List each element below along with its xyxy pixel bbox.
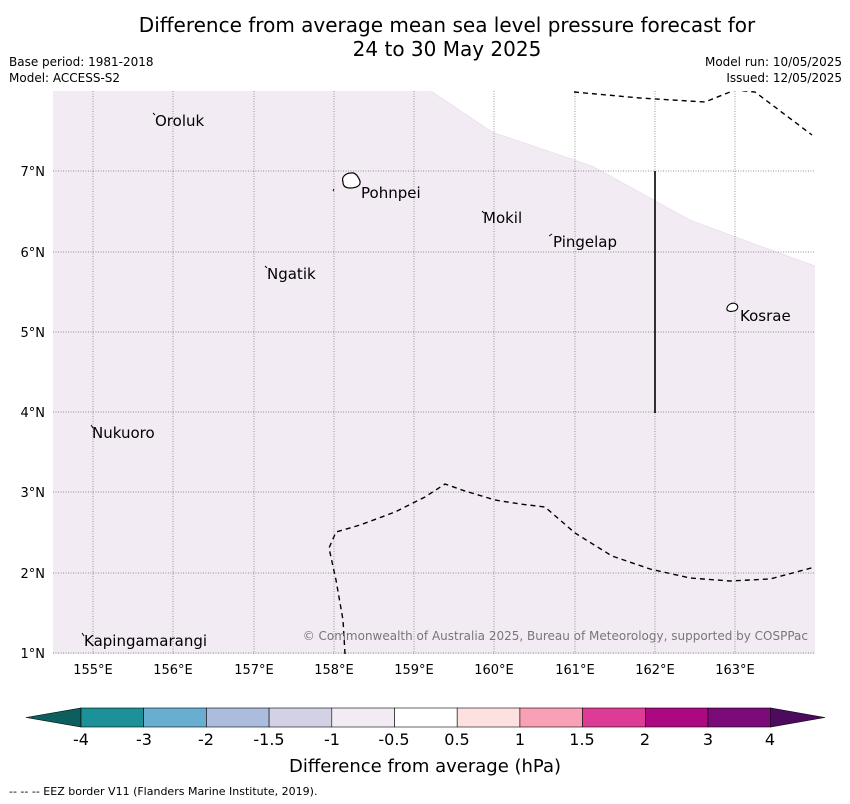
place-label-nukuoro: Nukuoro xyxy=(92,424,155,442)
lon-tick-label: 158°E xyxy=(314,663,354,678)
lon-tick-label: 161°E xyxy=(555,663,595,678)
meta-right: Model run: 10/05/2025 Issued: 12/05/2025 xyxy=(705,54,842,86)
lon-tick-label: 160°E xyxy=(474,663,514,678)
lon-tick-label: 155°E xyxy=(73,663,113,678)
pohnpei-island-shape xyxy=(341,172,361,189)
colorbar-segment xyxy=(143,707,207,728)
title-line-2: 24 to 30 May 2025 xyxy=(352,37,542,61)
issued-date: Issued: 12/05/2025 xyxy=(726,71,842,85)
colorbar-tick-label: -3 xyxy=(136,730,152,749)
colorbar-extend-high xyxy=(770,707,826,728)
eez-border-note: -- -- -- EEZ border V11 (Flanders Marine… xyxy=(9,785,318,798)
lat-tick-label: 3°N xyxy=(21,486,46,501)
colorbar-segment xyxy=(268,707,333,728)
place-label-pingelap: Pingelap xyxy=(553,233,617,251)
model-run: Model run: 10/05/2025 xyxy=(704,55,842,69)
model-name: Model: ACCESS-S2 xyxy=(9,71,121,85)
colorbar-tick-label: -0.5 xyxy=(378,730,409,749)
chart-title: Difference from average mean sea level p… xyxy=(0,13,850,61)
colorbar-tick-label: -4 xyxy=(73,730,89,749)
colorbar-tick-labels: -4 -3 -2 -1.5 -1 -0.5 0.5 1 1.5 2 3 4 xyxy=(73,730,775,749)
meta-left: Base period: 1981-2018 Model: ACCESS-S2 xyxy=(9,54,154,86)
lat-tick-label: 6°N xyxy=(21,246,46,261)
colorbar-tick-label: 4 xyxy=(765,730,775,749)
graticule xyxy=(53,91,815,654)
colorbar-segment xyxy=(80,707,145,728)
lon-tick-label: 157°E xyxy=(234,663,274,678)
place-label-pohnpei: Pohnpei xyxy=(361,184,421,202)
colorbar-segment xyxy=(707,707,772,728)
lat-tick-label: 7°N xyxy=(21,165,46,180)
colorbar-segment xyxy=(206,707,270,728)
colorbar xyxy=(25,707,826,728)
colorbar-tick-label: 1 xyxy=(515,730,525,749)
colorbar-extend-low xyxy=(25,707,82,728)
kosrae-island-shape xyxy=(726,302,739,312)
place-label-mokil: Mokil xyxy=(483,209,522,227)
lat-tick-label: 2°N xyxy=(21,567,46,582)
lon-tick-label: 159°E xyxy=(394,663,434,678)
lon-tick-labels: 155°E 156°E 157°E 158°E 159°E 160°E 161°… xyxy=(73,663,755,678)
colorbar-tick-label: -1.5 xyxy=(253,730,284,749)
place-label-oroluk: Oroluk xyxy=(155,112,204,130)
place-label-kosrae: Kosrae xyxy=(740,307,791,325)
colorbar-label: Difference from average (hPa) xyxy=(289,756,561,777)
place-labels: Oroluk Pohnpei Mokil Pingelap Ngatik Kos… xyxy=(84,112,791,650)
colorbar-segment xyxy=(331,707,395,728)
colorbar-segment xyxy=(456,707,521,728)
lat-tick-label: 1°N xyxy=(21,647,46,662)
place-label-ngatik: Ngatik xyxy=(267,265,316,283)
colorbar-tick-label: -2 xyxy=(198,730,214,749)
lon-tick-label: 163°E xyxy=(715,663,755,678)
colorbar-segment xyxy=(582,707,646,728)
shading-edge xyxy=(430,91,815,267)
title-line-1: Difference from average mean sea level p… xyxy=(138,13,756,37)
colorbar-segment xyxy=(394,707,458,728)
colorbar-tick-label: 3 xyxy=(703,730,713,749)
colorbar-tick-label: 2 xyxy=(640,730,650,749)
lon-tick-label: 162°E xyxy=(635,663,675,678)
lat-tick-label: 4°N xyxy=(21,406,46,421)
lon-tick-label: 156°E xyxy=(153,663,193,678)
colorbar-segment xyxy=(519,707,583,728)
pressure-anomaly-shading xyxy=(53,91,815,654)
atoll-marks xyxy=(81,112,553,637)
base-period: Base period: 1981-2018 xyxy=(9,55,154,69)
colorbar-tick-label: 0.5 xyxy=(444,730,469,749)
colorbar-tick-label: 1.5 xyxy=(569,730,594,749)
lat-tick-label: 5°N xyxy=(21,326,46,341)
colorbar-segment xyxy=(644,707,709,728)
copyright-text: © Commonwealth of Australia 2025, Bureau… xyxy=(303,629,808,643)
lat-tick-labels: 7°N 6°N 5°N 4°N 3°N 2°N 1°N xyxy=(21,165,46,662)
place-label-kapingamarangi: Kapingamarangi xyxy=(84,632,207,650)
eez-borders xyxy=(328,91,815,654)
colorbar-tick-label: -1 xyxy=(324,730,340,749)
